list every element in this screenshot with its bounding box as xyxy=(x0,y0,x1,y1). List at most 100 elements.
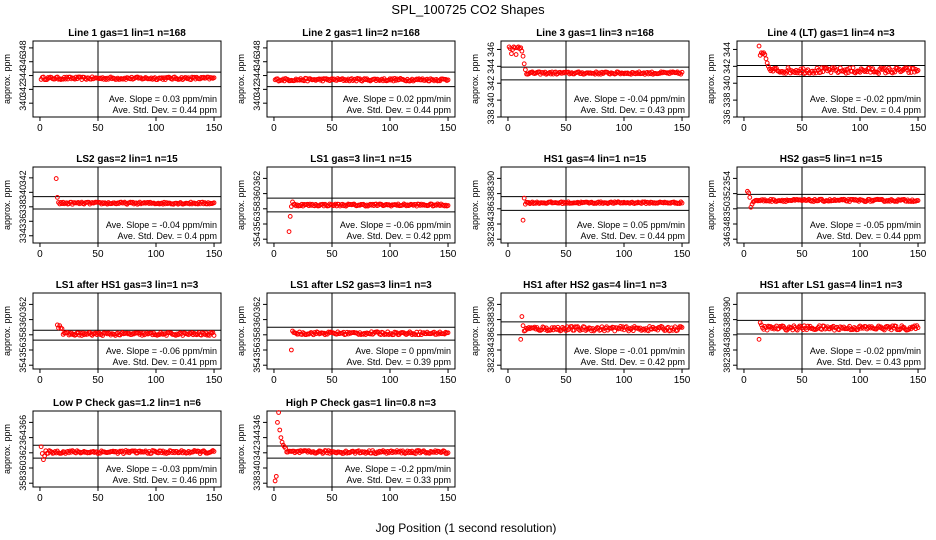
plot-frame xyxy=(736,292,926,370)
data-point xyxy=(403,332,409,337)
stddev-annotation: Ave. Std. Dev. = 0.33 ppm xyxy=(347,475,451,485)
y-tick-label: 344 xyxy=(252,68,262,83)
panel-title: Line 4 (LT) gas=1 lin=4 n=3 xyxy=(767,28,895,39)
panel-12: HS1 after LS1 gas=4 lin=1 n=3 0 50 100 150 38… xyxy=(706,280,927,386)
data-point xyxy=(59,326,65,332)
data-point xyxy=(746,190,752,196)
x-tick-label: 100 xyxy=(616,123,633,134)
data-point xyxy=(520,53,526,59)
data-point xyxy=(679,325,685,330)
slope-annotation: Ave. Slope = -0.04 ppm/min xyxy=(106,220,217,230)
data-point xyxy=(843,70,849,76)
panel-5: LS2 gas=2 lin=1 n=150 50 100 15033433633834… xyxy=(2,154,223,260)
data-point xyxy=(521,195,527,201)
data-point xyxy=(618,324,623,329)
slope-annotation: Ave. Slope = -0.02 ppm/min xyxy=(810,346,921,356)
slope-annotation: Ave. Slope = -0.01 ppm/min xyxy=(574,346,685,356)
x-tick-label: 0 xyxy=(505,375,511,386)
data-point xyxy=(555,324,561,330)
data-point xyxy=(54,195,60,200)
panel-title: LS2 gas=2 lin=1 n=15 xyxy=(76,154,178,165)
data-point xyxy=(417,450,423,456)
x-tick-label: 0 xyxy=(271,249,277,260)
y-tick-label: 362 xyxy=(252,171,262,186)
figure-xlabel: Jog Position (1 second resolution) xyxy=(376,521,557,535)
data-point xyxy=(556,327,562,333)
panel-title: Line 1 gas=1 lin=1 n=168 xyxy=(68,28,186,39)
x-tick-label: 0 xyxy=(271,375,277,386)
data-point xyxy=(875,69,880,75)
x-tick-label: 100 xyxy=(852,375,869,386)
x-tick-label: 100 xyxy=(148,123,165,134)
x-tick-label: 100 xyxy=(148,375,165,386)
y-tick-label: 340 xyxy=(18,96,28,111)
plot-frame xyxy=(32,292,222,370)
y-tick-label: 356 xyxy=(252,342,262,357)
y-tick-label: 384 xyxy=(486,216,496,231)
plot-frame xyxy=(500,292,690,370)
y-tick-label: 338 xyxy=(486,109,496,124)
data-point xyxy=(635,325,641,331)
stddev-annotation: Ave. Std. Dev. = 0.44 ppm xyxy=(347,105,451,115)
data-point xyxy=(413,451,418,456)
data-point xyxy=(876,71,881,76)
x-tick-label: 0 xyxy=(505,249,511,260)
data-point xyxy=(322,332,328,338)
data-point xyxy=(138,330,144,336)
stddev-annotation: Ave. Std. Dev. = 0.39 ppm xyxy=(347,357,451,367)
data-point xyxy=(438,201,444,207)
data-point xyxy=(890,70,895,76)
y-tick-label: 354 xyxy=(252,232,262,247)
panel-13: Low P Check gas=1.2 lin=1 n=6 0 50 100 150 35… xyxy=(2,398,223,504)
y-tick-label: 362 xyxy=(18,297,28,312)
data-point xyxy=(522,67,528,73)
y-tick-label: 344 xyxy=(722,42,732,57)
y-tick-label: 386 xyxy=(722,327,732,342)
x-tick-label: 0 xyxy=(271,123,277,134)
plot-frame xyxy=(266,166,456,244)
x-tick-label: 100 xyxy=(382,375,399,386)
slope-annotation: Ave. Slope = -0.04 ppm/min xyxy=(574,94,685,104)
data-point xyxy=(915,198,921,203)
data-point xyxy=(633,71,639,77)
stddev-annotation: Ave. Std. Dev. = 0.41 ppm xyxy=(113,357,217,367)
y-axis-label: approx. ppm xyxy=(236,54,246,104)
data-point xyxy=(794,327,800,333)
data-point xyxy=(391,78,396,84)
plot-frame xyxy=(32,40,222,118)
plot-frame xyxy=(32,166,222,244)
x-tick-label: 50 xyxy=(326,123,338,134)
data-point xyxy=(800,66,806,72)
y-axis-label: approx. ppm xyxy=(236,424,246,474)
plot-frame xyxy=(266,410,456,488)
data-point xyxy=(793,67,799,73)
x-tick-label: 50 xyxy=(796,249,808,260)
stddev-annotation: Ave. Std. Dev. = 0.43 ppm xyxy=(817,357,921,367)
plot-frame xyxy=(266,292,456,370)
y-tick-label: 382 xyxy=(486,232,496,247)
plot-frame xyxy=(32,410,222,488)
y-tick-label: 388 xyxy=(486,186,496,201)
x-tick-label: 50 xyxy=(92,493,104,504)
data-point xyxy=(79,333,85,338)
data-point xyxy=(434,331,439,337)
y-axis-label: approx. ppm xyxy=(2,306,12,356)
y-tick-label: 362 xyxy=(252,297,262,312)
x-tick-label: 50 xyxy=(560,123,572,134)
y-axis-label: approx. ppm xyxy=(2,180,12,230)
x-tick-label: 100 xyxy=(148,493,165,504)
stddev-annotation: Ave. Std. Dev. = 0.4 ppm xyxy=(822,105,921,115)
panel-title: LS1 gas=3 lin=1 n=15 xyxy=(310,154,412,165)
y-tick-label: 358 xyxy=(18,476,28,491)
data-point xyxy=(407,329,413,335)
y-tick-label: 342 xyxy=(252,82,262,97)
data-point xyxy=(521,61,527,67)
x-tick-label: 150 xyxy=(206,123,223,134)
y-tick-label: 342 xyxy=(722,59,732,74)
panel-title: Low P Check gas=1.2 lin=1 n=6 xyxy=(53,398,201,409)
data-point xyxy=(857,323,863,329)
data-point xyxy=(211,333,217,338)
slope-annotation: Ave. Slope = -0.06 ppm/min xyxy=(340,220,451,230)
y-tick-label: 390 xyxy=(486,297,496,312)
